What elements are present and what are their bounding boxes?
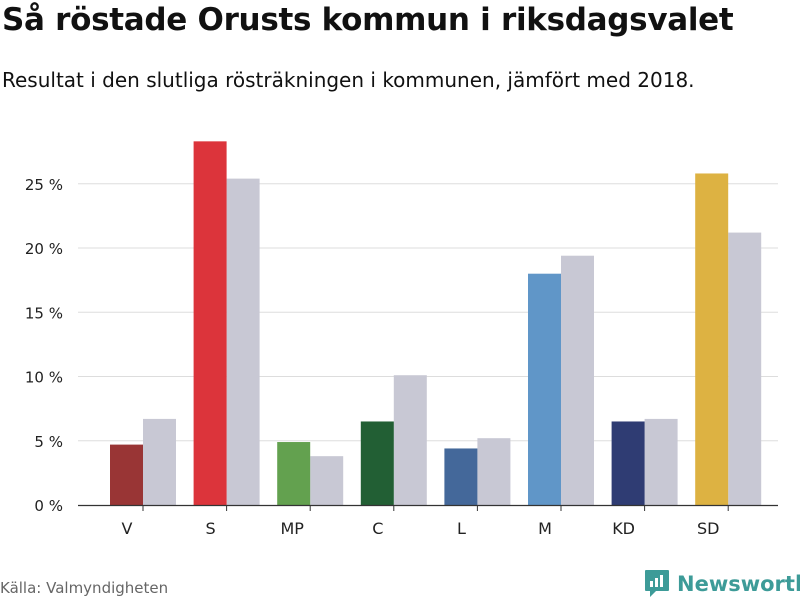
bar-2018-sd (728, 232, 762, 505)
bar-2022-kd (611, 421, 645, 505)
bar-2022-v (110, 444, 143, 505)
bar-2022-s (193, 141, 227, 505)
gridlines (78, 183, 778, 442)
x-tick-label: C (372, 519, 383, 538)
bar-2018-l (477, 438, 511, 505)
y-tick-label: 20 % (25, 240, 63, 258)
bars (110, 141, 762, 506)
chart-subtitle: Resultat i den slutliga rösträkningen i … (2, 68, 695, 92)
y-tick-label: 0 % (34, 497, 63, 515)
bar-2018-s (226, 178, 260, 506)
chart-title: Så röstade Orusts kommun i riksdagsvalet (2, 2, 734, 38)
y-tick-label: 25 % (25, 176, 63, 194)
y-tick-label: 15 % (25, 304, 63, 322)
x-tick-label: KD (612, 519, 635, 538)
x-tick-label: S (206, 519, 216, 538)
bar-2018-mp (310, 456, 344, 505)
x-axis-ticks: V S MP C L M KD SD (122, 505, 729, 538)
x-tick-label: V (122, 519, 133, 538)
brand-logo: Newsworthy (644, 569, 800, 599)
source-note: Källa: Valmyndigheten (0, 579, 169, 597)
y-axis-ticks: 0 % 5 % 10 % 15 % 20 % 25 % (25, 176, 63, 515)
bar-2022-mp (277, 442, 311, 505)
bar-2018-v (143, 418, 176, 505)
x-tick-label: SD (697, 519, 719, 538)
bar-2022-sd (695, 173, 729, 505)
y-tick-label: 5 % (34, 433, 63, 451)
bar-chart: 0 % 5 % 10 % 15 % 20 % 25 % V S MP C L M KD SD (25, 141, 778, 538)
x-tick-label: M (538, 519, 552, 538)
bar-2018-kd (644, 418, 678, 505)
y-tick-label: 10 % (25, 369, 63, 387)
x-tick-label: L (457, 519, 466, 538)
bar-2018-c (393, 375, 427, 505)
bar-2022-c (360, 421, 394, 505)
bar-2018-m (561, 255, 594, 505)
newsworthy-logo-icon (645, 570, 669, 597)
bar-2022-l (444, 448, 478, 505)
x-tick-label: MP (280, 519, 304, 538)
bar-2022-m (528, 273, 561, 505)
brand-name: Newsworthy (677, 572, 800, 596)
